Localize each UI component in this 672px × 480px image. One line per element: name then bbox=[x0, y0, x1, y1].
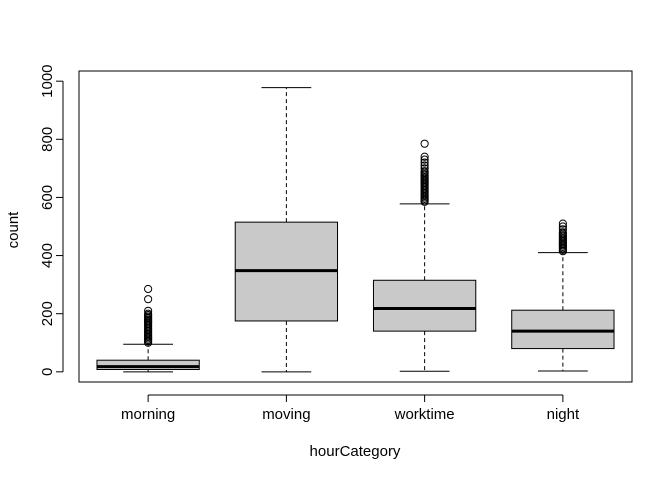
y-tick-label: 200 bbox=[39, 301, 56, 326]
x-tick-label: night bbox=[547, 406, 580, 423]
y-tick-label: 1000 bbox=[39, 64, 56, 97]
x-tick-label: worktime bbox=[394, 406, 455, 423]
outlier-point bbox=[558, 228, 567, 237]
outlier-point bbox=[420, 161, 429, 170]
outlier-point bbox=[558, 225, 567, 234]
box bbox=[372, 279, 477, 332]
box bbox=[96, 359, 200, 371]
plot-frame bbox=[78, 70, 633, 383]
x-axis: morning moving worktime night bbox=[121, 394, 580, 423]
outlier-point bbox=[420, 158, 429, 167]
x-axis-label: hourCategory bbox=[310, 443, 401, 460]
box-group-moving bbox=[234, 87, 339, 373]
outlier-point bbox=[420, 139, 429, 148]
outlier-point bbox=[558, 219, 567, 228]
box bbox=[511, 309, 615, 350]
y-tick-label: 800 bbox=[39, 127, 56, 152]
outlier-point bbox=[144, 309, 153, 318]
outlier-point bbox=[144, 295, 153, 304]
outlier-point bbox=[420, 167, 429, 176]
outlier-point bbox=[420, 155, 429, 164]
outlier-point bbox=[420, 152, 429, 161]
y-axis: 0 200 400 600 800 1000 bbox=[39, 64, 64, 376]
box-group-morning bbox=[96, 284, 200, 373]
box-series bbox=[96, 87, 615, 373]
outlier-point bbox=[558, 222, 567, 231]
outlier-point bbox=[420, 164, 429, 173]
y-tick-label: 0 bbox=[39, 368, 56, 376]
y-tick-label: 600 bbox=[39, 185, 56, 210]
box-group-night bbox=[511, 219, 615, 372]
outlier-point bbox=[144, 284, 153, 294]
box-group-worktime bbox=[372, 139, 477, 372]
x-tick-label: morning bbox=[121, 406, 175, 423]
x-tick-label: moving bbox=[262, 406, 310, 423]
outlier-point bbox=[144, 306, 153, 315]
y-tick-label: 400 bbox=[39, 243, 56, 268]
y-axis-label: count bbox=[5, 211, 22, 249]
